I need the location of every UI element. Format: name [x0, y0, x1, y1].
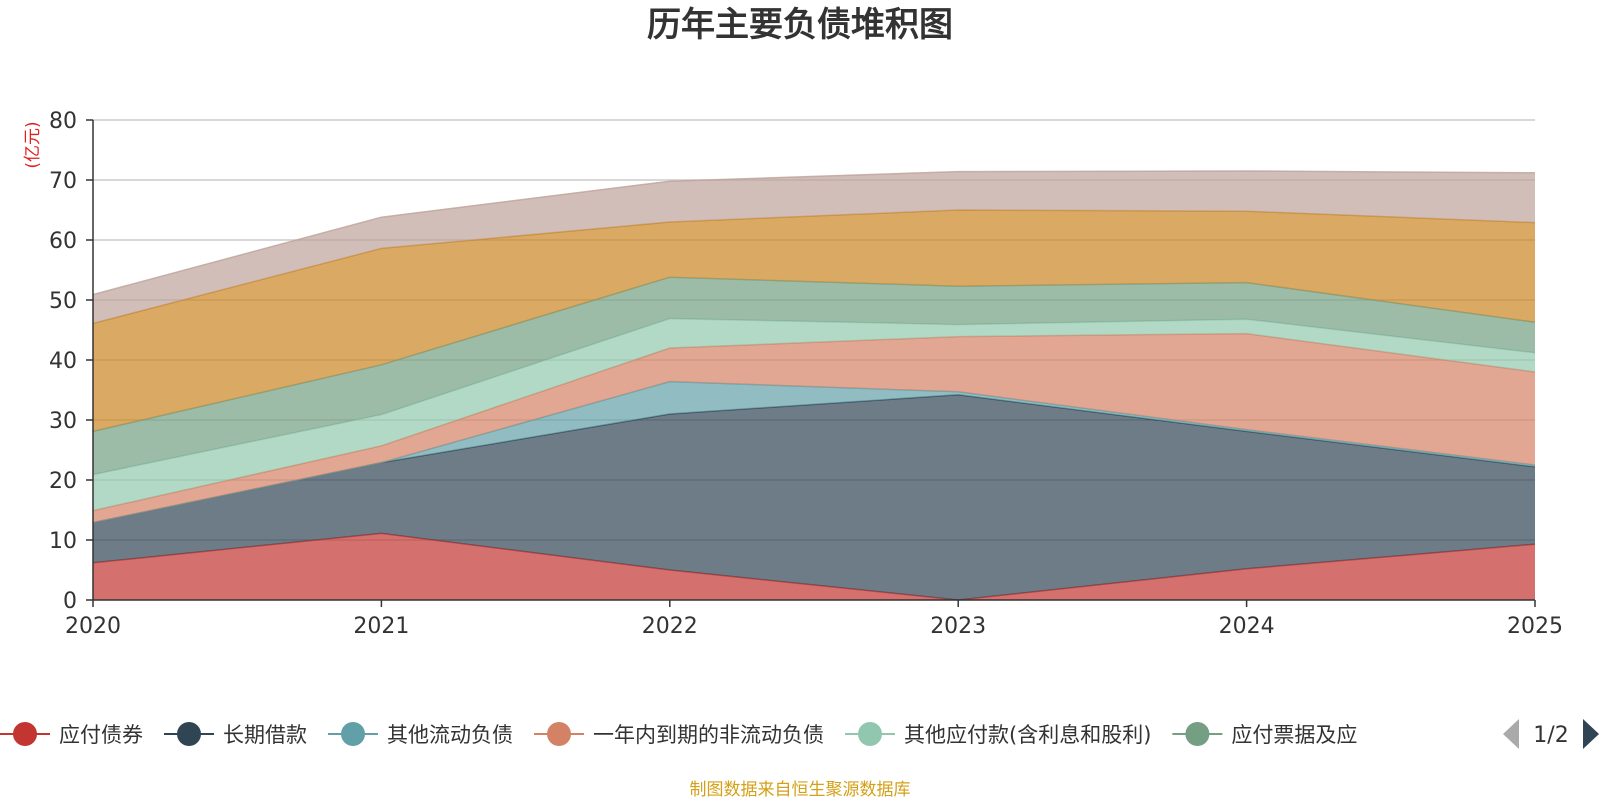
y-tick-label: 20	[49, 469, 77, 494]
legend-label: 长期借款	[223, 723, 307, 747]
y-tick-label: 0	[63, 589, 77, 614]
legend-label: 一年内到期的非流动负债	[593, 723, 824, 747]
area-series-2	[93, 394, 1535, 600]
area-series-4	[93, 333, 1535, 523]
plot-areas	[92, 170, 1536, 601]
y-tick-label: 60	[49, 229, 77, 254]
area-series-7	[93, 210, 1535, 432]
y-tick-label: 10	[49, 529, 77, 554]
legend-item[interactable]: 其他应付款(含利息和股利)	[845, 722, 1151, 747]
legend-item[interactable]: 长期借款	[164, 722, 307, 747]
legend-marker-icon	[177, 722, 201, 746]
legend-label: 应付债券	[59, 723, 143, 747]
legend-marker-icon	[341, 722, 365, 746]
legend-label: 其他流动负债	[387, 723, 513, 747]
legend-next-icon[interactable]	[1583, 719, 1599, 749]
x-tick-label: 2020	[65, 614, 121, 639]
legend: 应付债券 长期借款 其他流动负债 一年内到期的非流动负债 其他应付款(含利息和股利) 应付…	[0, 722, 1357, 747]
legend-item[interactable]: 应付票据及应	[1172, 722, 1357, 747]
y-tick-label: 40	[49, 349, 77, 374]
x-tick-label: 2022	[642, 614, 698, 639]
legend-label: 其他应付款(含利息和股利)	[904, 723, 1151, 747]
axes: 0 10 20 30 40 50 60 70 80 2020 2021 2022 2023 2024 202…	[49, 109, 1563, 639]
legend-marker-icon	[547, 722, 571, 746]
legend-prev-icon[interactable]	[1503, 719, 1519, 749]
x-tick-label: 2024	[1219, 614, 1275, 639]
data-source-note: 制图数据来自恒生聚源数据库	[690, 780, 911, 800]
x-tick-label: 2025	[1507, 614, 1563, 639]
legend-marker-icon	[858, 722, 882, 746]
legend-items: 应付债券 长期借款 其他流动负债 一年内到期的非流动负债 其他应付款(含利息和股利) 应付…	[0, 722, 1357, 747]
legend-label: 应付票据及应	[1231, 723, 1357, 747]
legend-item[interactable]: 应付债券	[0, 722, 143, 747]
chart-title: 历年主要负债堆积图	[647, 5, 953, 45]
y-tick-label: 70	[49, 169, 77, 194]
legend-marker-icon	[13, 722, 37, 746]
x-tick-label: 2021	[353, 614, 409, 639]
legend-marker-icon	[1185, 722, 1210, 746]
y-tick-label: 30	[49, 409, 77, 434]
legend-pager: 1/2	[1503, 719, 1599, 749]
y-tick-label: 50	[49, 289, 77, 314]
legend-item[interactable]: 一年内到期的非流动负债	[534, 722, 824, 747]
area-series-6	[93, 277, 1535, 475]
y-tick-label: 80	[49, 109, 77, 134]
area-series-1	[93, 533, 1535, 600]
area-series-8	[93, 171, 1535, 324]
x-tick-label: 2023	[930, 614, 986, 639]
area-series-edge-8	[92, 170, 1536, 296]
legend-item[interactable]: 其他流动负债	[328, 722, 513, 747]
legend-page-indicator: 1/2	[1533, 723, 1568, 748]
y-axis-label: (亿元)	[23, 121, 43, 168]
